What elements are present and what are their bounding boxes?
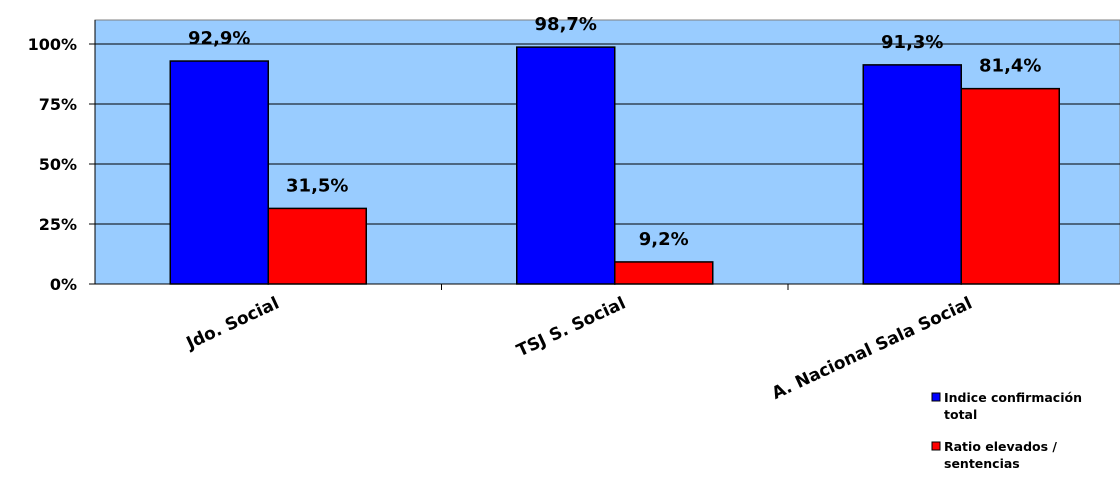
data-labels: 92,9% 31,5% 98,7% 9,2% 91,3% 81,4% <box>188 14 1041 250</box>
category-label: Jdo. Social <box>183 293 283 354</box>
y-tick-label: 50% <box>39 155 77 174</box>
data-label: 31,5% <box>286 175 348 196</box>
data-label: 91,3% <box>881 32 943 53</box>
y-tick-label: 75% <box>39 95 77 114</box>
bar <box>862 64 962 285</box>
axes <box>94 20 1120 290</box>
y-tick-label: 0% <box>50 275 77 294</box>
legend-label: Indice confirmación <box>944 390 1082 405</box>
category-labels: Jdo. Social TSJ S. Social A. Nacional Sala… <box>183 293 976 403</box>
y-tick-label: 25% <box>39 215 77 234</box>
y-axis-ticks: 0% 25% 50% 75% 100% <box>28 35 95 294</box>
bars <box>169 46 1060 285</box>
bar <box>614 261 714 285</box>
bar <box>267 207 367 285</box>
legend-swatch <box>931 392 941 402</box>
data-label: 81,4% <box>979 56 1041 77</box>
data-label: 9,2% <box>639 229 689 250</box>
y-tick-label: 100% <box>28 35 77 54</box>
legend-label: total <box>944 407 977 422</box>
legend: Indice confirmación total Ratio elevados /… <box>931 390 1082 471</box>
category-label: TSJ S. Social <box>514 293 629 361</box>
data-label: 92,9% <box>188 28 250 49</box>
legend-swatch <box>931 441 941 451</box>
bar <box>516 46 616 285</box>
legend-label: Ratio elevados / <box>944 439 1057 454</box>
legend-label: sentencias <box>944 456 1020 471</box>
bar <box>169 60 269 285</box>
bar <box>960 87 1060 285</box>
data-label: 98,7% <box>535 14 597 35</box>
category-label: A. Nacional Sala Social <box>769 293 975 403</box>
